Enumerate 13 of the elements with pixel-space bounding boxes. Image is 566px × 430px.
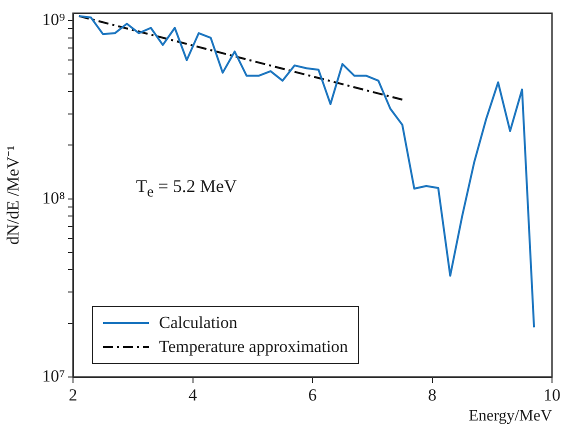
legend-label: Calculation [159, 313, 238, 333]
y-tick-label: 10⁹ [42, 10, 66, 30]
annotation: T$_{e}$ = 5.2 MeV [136, 176, 237, 202]
x-tick-label: 4 [188, 386, 198, 405]
x-tick-label: 2 [68, 386, 78, 405]
x-tick-label: 10 [544, 386, 560, 405]
x-tick-label: 6 [308, 386, 317, 405]
x-axis-title: Energy/MeV [468, 408, 552, 425]
y-axis-title: dN/dE /MeV⁻¹ [4, 145, 23, 245]
x-tick-label: 8 [428, 386, 436, 405]
legend-label: Temperature approximation [159, 337, 348, 357]
y-tick-label: 10⁷ [42, 366, 66, 386]
y-tick-label: 10⁸ [42, 188, 66, 208]
